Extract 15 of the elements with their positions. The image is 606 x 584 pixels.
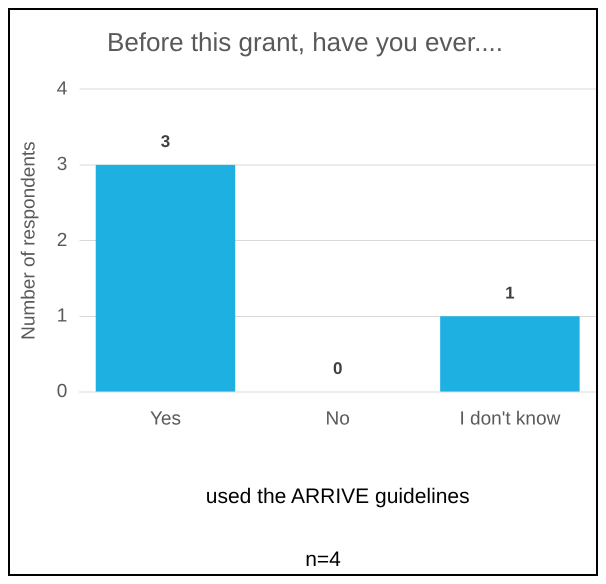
data-label: 3 (160, 132, 170, 152)
x-tick-label: Yes (150, 408, 181, 430)
y-axis-title: Number of respondents (18, 141, 40, 340)
y-tick-label: 1 (56, 306, 68, 327)
text: n=4 (305, 548, 342, 571)
chart-title: Before this grant, have you ever.... (106, 26, 504, 57)
x-tick-label: No (326, 408, 350, 430)
x-tick-label: I don't know (459, 408, 561, 430)
x-axis-title: used the ARRIVE guidelines (206, 485, 470, 508)
data-label: 0 (332, 359, 342, 378)
y-tick-label: 0 (56, 381, 68, 402)
y-tick-label: 3 (56, 154, 68, 176)
y-tick-label: 2 (56, 230, 68, 251)
data-label: 1 (505, 283, 515, 302)
y-tick-label: 4 (56, 78, 68, 100)
